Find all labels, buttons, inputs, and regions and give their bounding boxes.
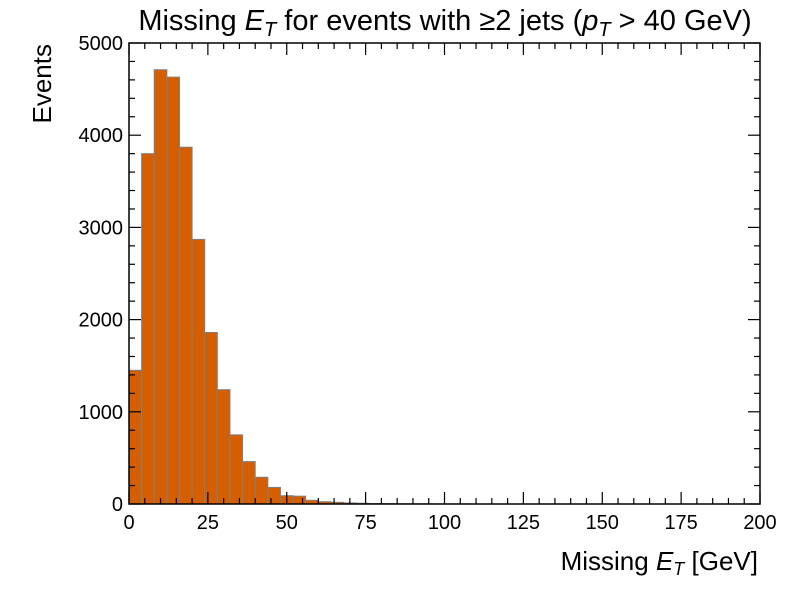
xlabel-part: [GeV] <box>684 546 758 576</box>
title-part: E <box>245 5 265 37</box>
y-tick-label: 1000 <box>79 402 124 424</box>
histogram-bar <box>178 146 193 505</box>
x-axis-label: Missing ET [GeV] <box>561 546 758 579</box>
title-part: for events with ≥2 jets ( <box>276 5 582 37</box>
x-tick-label: 50 <box>276 512 298 534</box>
x-tick-label: 125 <box>507 512 540 534</box>
x-tick-label: 0 <box>123 512 134 534</box>
histogram-bar <box>153 69 168 505</box>
histogram-bar <box>128 369 143 505</box>
chart-title: Missing ET for events with ≥2 jets (pT >… <box>138 5 751 41</box>
xlabel-part: T <box>673 559 686 579</box>
y-tick-label: 0 <box>112 494 123 516</box>
histogram-bar <box>292 495 307 505</box>
y-tick-label: 3000 <box>79 217 124 239</box>
histogram-bar <box>242 461 256 505</box>
y-axis-label: Events <box>27 44 57 124</box>
histogram-bar <box>216 389 231 505</box>
axis-ticks <box>128 42 761 505</box>
y-tick-label: 4000 <box>79 125 124 147</box>
histogram-bar <box>267 486 281 505</box>
x-tick-labels: 0 25 50 75 100 125 150 175 200 <box>123 512 776 534</box>
x-tick-label: 100 <box>428 512 461 534</box>
x-tick-label: 75 <box>355 512 377 534</box>
histogram-bar <box>166 76 180 505</box>
title-part: T <box>264 19 278 41</box>
histogram-bar <box>229 434 244 505</box>
x-tick-label: 25 <box>197 512 219 534</box>
y-tick-label: 5000 <box>79 33 124 55</box>
histogram-bar <box>204 332 218 505</box>
title-part: T <box>598 19 612 41</box>
y-tick-labels: 0 1000 2000 3000 4000 5000 <box>79 33 124 516</box>
histogram-bars <box>128 69 471 505</box>
histogram-bar <box>141 153 155 505</box>
x-tick-label: 150 <box>586 512 619 534</box>
xlabel-part: E <box>656 546 674 576</box>
xlabel-part: Missing <box>561 546 656 576</box>
title-part: > 40 GeV) <box>611 5 752 37</box>
y-tick-label: 2000 <box>79 310 124 332</box>
histogram-bar <box>191 238 206 505</box>
title-part: Missing <box>138 5 244 37</box>
x-tick-label: 200 <box>743 512 776 534</box>
title-part: p <box>581 5 598 37</box>
histogram-bar <box>254 476 269 505</box>
x-tick-label: 175 <box>664 512 697 534</box>
